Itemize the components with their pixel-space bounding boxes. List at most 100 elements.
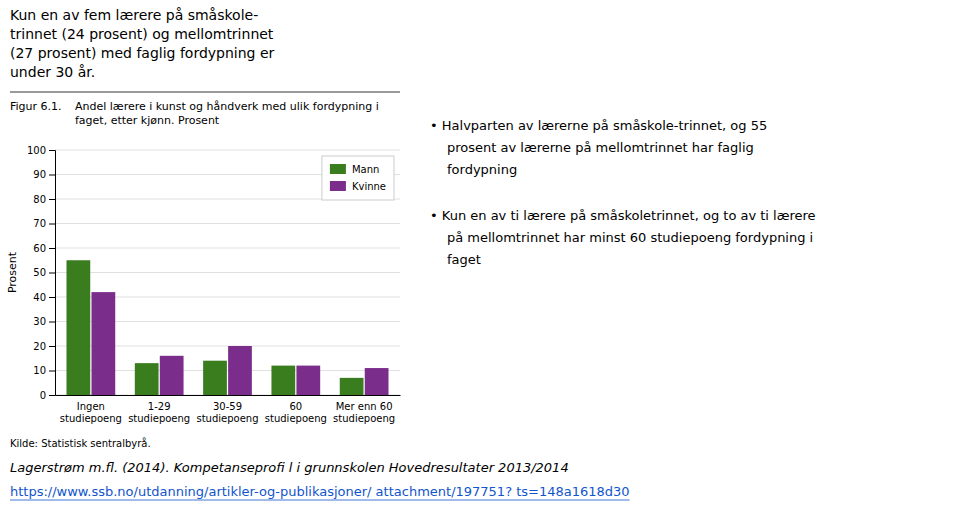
y-tick: 30 <box>33 316 55 327</box>
legend-label: Mann <box>352 164 379 175</box>
y-tick: 70 <box>33 218 55 229</box>
tick-label: 90 <box>33 169 46 180</box>
y-tick: 10 <box>33 365 55 376</box>
legend: Mann Kvinne <box>322 156 394 200</box>
x-axis: Ingenstudiepoeng1-29studiepoeng30-59stud… <box>56 396 401 424</box>
url-underline <box>10 500 630 501</box>
axis-line <box>56 395 401 396</box>
legend-swatch <box>330 164 346 174</box>
y-tick: 50 <box>33 267 55 278</box>
top-title: Kun en av fem lærere på småskole-trinnet… <box>10 7 275 80</box>
tick-label-line: studiepoeng <box>265 413 327 424</box>
bar <box>160 356 184 395</box>
tick-label: Ingenstudiepoeng <box>60 401 122 424</box>
bar <box>271 366 295 395</box>
y-tick: 0 <box>40 390 55 401</box>
grid-line <box>55 150 400 151</box>
bar <box>365 368 389 395</box>
tick-label-line: 1-29 <box>148 401 171 412</box>
tick-label: 60 <box>33 243 46 254</box>
legend-swatch <box>330 181 346 191</box>
bar <box>91 292 115 395</box>
bar-series <box>91 292 388 395</box>
tick-mark <box>49 371 55 372</box>
bullet-text: på mellomtrinnet har minst 60 studiepoen… <box>447 230 813 245</box>
tick-label: 80 <box>33 194 46 205</box>
chart-title-line: faget, etter kjønn. Prosent <box>75 114 220 127</box>
bullet-text: • Halvparten av lærerne på småskole-trin… <box>430 118 767 133</box>
x-tick: 1-29studiepoeng <box>128 401 190 424</box>
tick-label-line: 30-59 <box>213 401 242 412</box>
bullet-text: faget <box>447 252 481 267</box>
tick-mark <box>49 150 55 151</box>
bar <box>66 260 90 395</box>
tick-label: 0 <box>40 390 46 401</box>
y-tick: 40 <box>33 292 55 303</box>
tick-mark <box>49 199 55 200</box>
tick-mark <box>49 297 55 298</box>
source-note: Kilde: Statistisk sentralbyrå. <box>10 437 151 449</box>
tick-label: 1-29studiepoeng <box>128 401 190 424</box>
top-title-line: (27 prosent) med faglig fordypning er <box>10 45 275 61</box>
x-tick: Ingenstudiepoeng <box>60 401 122 424</box>
y-tick: 90 <box>33 169 55 180</box>
bar <box>135 363 159 395</box>
bar <box>296 366 320 395</box>
bar <box>203 361 227 395</box>
tick-mark <box>49 322 55 323</box>
tick-label-line: studiepoeng <box>60 413 122 424</box>
top-title-line: trinnet (24 prosent) og mellomtrinnet <box>10 26 274 42</box>
y-tick: 100 <box>27 145 55 156</box>
axis-line <box>49 151 56 396</box>
tick-label: 10 <box>33 365 46 376</box>
footnote: Lagerstrøm m.fl. (2014). Kompetanseprofi… <box>10 460 569 475</box>
x-tick: 30-59studiepoeng <box>196 401 258 424</box>
figure-label: Figur 6.1. <box>10 100 62 113</box>
tick-label: 70 <box>33 218 46 229</box>
chart-title: Andel lærere i kunst og håndverk med uli… <box>75 100 379 127</box>
bullet-text: • Kun en av ti lærere på småskoletrinnet… <box>430 208 816 223</box>
top-title-line: Kun en av fem lærere på småskole- <box>10 7 258 23</box>
tick-mark <box>49 175 55 176</box>
tick-label-line: Mer enn 60 <box>336 401 393 412</box>
bar-series <box>66 260 363 395</box>
chart-title-line: Andel lærere i kunst og håndverk med uli… <box>75 100 379 113</box>
tick-mark <box>49 395 55 396</box>
tick-label-line: studiepoeng <box>128 413 190 424</box>
grid-line <box>55 272 400 273</box>
top-title-line: under 30 år. <box>10 64 95 80</box>
x-tick: Mer enn 60studiepoeng <box>333 401 395 424</box>
tick-label: 30 <box>33 316 46 327</box>
tick-mark <box>49 224 55 225</box>
tick-label-line: Ingen <box>77 401 105 412</box>
tick-label: 40 <box>33 292 46 303</box>
url: https://www.ssb.no/utdanning/artikler-og… <box>10 484 630 499</box>
tick-label: 100 <box>27 145 46 156</box>
bullet-text: fordypning <box>447 162 517 177</box>
bar <box>228 346 252 395</box>
legend-frame <box>322 156 394 200</box>
tick-label: 20 <box>33 341 46 352</box>
grid-line <box>55 223 400 224</box>
bullet-text: prosent av lærerne på mellomtrinnet har … <box>447 140 754 155</box>
tick-label-line: studiepoeng <box>196 413 258 424</box>
tick-label: 30-59studiepoeng <box>196 401 258 424</box>
tick-label-line: 60 <box>289 401 302 412</box>
tick-mark <box>49 346 55 347</box>
tick-mark <box>49 248 55 249</box>
y-axis: 0 10 20 30 40 50 60 70 80 90 100 <box>27 145 56 401</box>
grid <box>55 150 400 395</box>
tick-label-line: studiepoeng <box>333 413 395 424</box>
bars <box>66 260 388 395</box>
y-tick: 80 <box>33 194 55 205</box>
title-rule <box>10 92 400 93</box>
chart-canvas: Kun en av fem lærere på småskole-trinnet… <box>0 0 960 520</box>
y-tick: 60 <box>33 243 55 254</box>
tick-label: 60studiepoeng <box>265 401 327 424</box>
y-tick: 20 <box>33 341 55 352</box>
tick-label: 50 <box>33 267 46 278</box>
grid-line <box>55 248 400 249</box>
y-axis-title: Prosent <box>6 251 19 293</box>
legend-label: Kvinne <box>352 181 386 192</box>
tick-mark <box>49 273 55 274</box>
